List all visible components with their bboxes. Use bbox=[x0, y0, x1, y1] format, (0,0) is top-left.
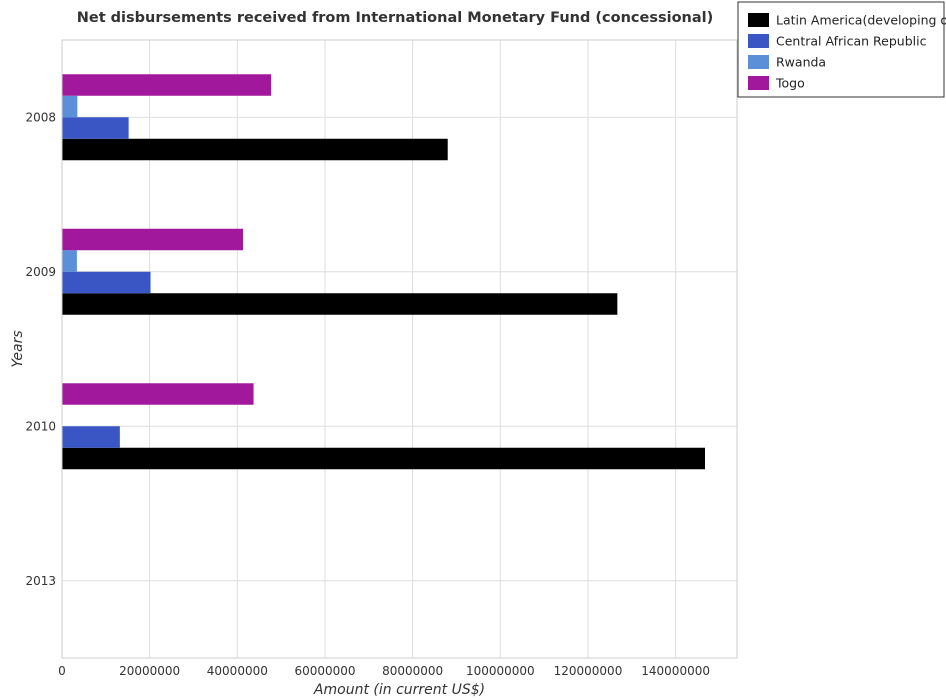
x-tick-label: 80000000 bbox=[382, 664, 443, 678]
y-tick-label: 2009 bbox=[25, 265, 56, 279]
y-axis-label: Years bbox=[10, 330, 26, 367]
x-tick-label: 0 bbox=[58, 664, 66, 678]
bar bbox=[62, 228, 244, 251]
x-tick-label: 120000000 bbox=[554, 664, 623, 678]
legend-swatch bbox=[748, 13, 769, 27]
legend-entry: Latin America(developing only) bbox=[776, 13, 946, 28]
y-tick-label: 2010 bbox=[25, 419, 56, 433]
legend-swatch bbox=[748, 34, 769, 48]
x-tick-label: 60000000 bbox=[294, 664, 355, 678]
chart-title: Net disbursements received from Internat… bbox=[76, 10, 714, 26]
bar bbox=[62, 293, 618, 315]
bar bbox=[62, 383, 254, 405]
x-tick-label: 100000000 bbox=[466, 664, 535, 678]
legend-entry: Rwanda bbox=[776, 55, 826, 70]
bar bbox=[62, 74, 272, 96]
legend-entry: Central African Republic bbox=[776, 34, 927, 49]
bar bbox=[62, 117, 129, 139]
legend-entry: Togo bbox=[775, 76, 805, 91]
x-tick-label: 140000000 bbox=[641, 664, 710, 678]
y-tick-label: 2008 bbox=[25, 110, 56, 124]
legend-swatch bbox=[748, 76, 769, 90]
y-tick-label: 2013 bbox=[25, 574, 56, 588]
plot-frame bbox=[61, 39, 738, 659]
bar bbox=[62, 447, 706, 470]
x-axis-label: Amount (in current US$) bbox=[313, 682, 485, 698]
bar bbox=[62, 250, 77, 272]
bar bbox=[62, 271, 151, 294]
bar bbox=[62, 138, 448, 161]
bar bbox=[62, 95, 78, 118]
x-tick-label: 40000000 bbox=[207, 664, 268, 678]
x-tick-label: 20000000 bbox=[119, 664, 180, 678]
bar bbox=[62, 426, 120, 448]
legend-box bbox=[737, 1, 945, 98]
legend-swatch bbox=[748, 55, 769, 69]
